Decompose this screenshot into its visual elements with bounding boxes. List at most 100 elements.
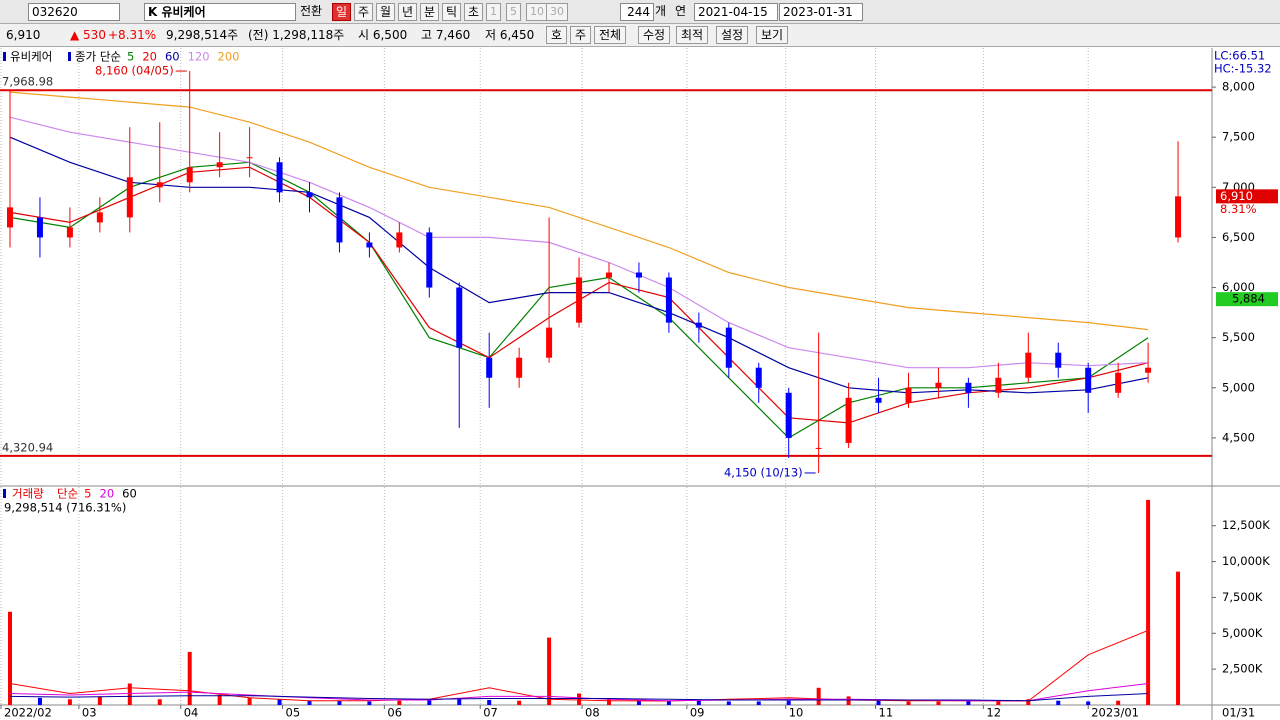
y-tick-label: 8,000 (1222, 80, 1255, 94)
x-tick-label: 2022/02 (4, 706, 52, 720)
candle-body (156, 182, 163, 188)
volume-bar (367, 701, 372, 705)
period-button[interactable]: 분 (420, 3, 440, 21)
y-tick-label: 6,500 (1222, 230, 1255, 244)
minute-button[interactable]: 10 (526, 3, 548, 21)
legend-entry: 120 (188, 50, 210, 64)
volume-bar (427, 699, 432, 705)
volume-bar (37, 697, 42, 705)
link-button[interactable]: 연 (675, 4, 687, 18)
x-tick-label: 09 (690, 706, 705, 720)
x-tick-label: 04 (184, 706, 199, 720)
candle-body (1085, 367, 1092, 393)
volume-bar (936, 701, 941, 705)
toolbar: 032620 K 유비케어 전환 일 주 월 년 분 틱 초 1 5 10 30 244 개 연 2… (0, 0, 1280, 24)
volume-bar (786, 700, 791, 705)
annotation-label: 8,160 (04/05) (95, 64, 174, 78)
candle-body (725, 327, 732, 368)
candle-body (186, 167, 193, 183)
low: 저 6,450 (485, 28, 535, 42)
minute-button[interactable]: 30 (546, 3, 568, 21)
volume-bar (577, 693, 582, 705)
ma-marker-box (1216, 292, 1278, 307)
hc-label: HC:-15.32 (1214, 62, 1272, 76)
x-tick-label: 06 (387, 706, 402, 720)
candle-body (1115, 372, 1122, 393)
volume-bar (517, 700, 522, 705)
volume-bar (996, 701, 1001, 705)
candle-body (216, 162, 223, 168)
volume-bar (217, 694, 222, 705)
minute-button[interactable]: 1 (486, 3, 501, 21)
volume-summary: 9,298,514 (716.31%) (4, 501, 126, 515)
volume-bar (726, 701, 731, 705)
candle-body (635, 272, 642, 278)
volume-bar (277, 699, 282, 705)
volume-bar (1026, 699, 1031, 705)
period-button[interactable]: 일 (332, 3, 352, 21)
ma-line (9, 91, 1149, 331)
candle-body (576, 277, 583, 323)
candle-body (126, 177, 133, 218)
reference-label: 7,968.98 (2, 75, 53, 89)
y-tick-label: 5,000K (1222, 626, 1263, 640)
info-button[interactable]: 설정 (716, 26, 749, 44)
x-tick-label: 07 (483, 706, 498, 720)
date-to[interactable]: 2023-01-31 (779, 3, 863, 21)
volume-bar (1056, 700, 1061, 705)
info-button[interactable]: 호 (546, 26, 568, 44)
date-from[interactable]: 2021-04-15 (694, 3, 778, 21)
info-button[interactable]: 보기 (756, 26, 789, 44)
rate: +8.31% (108, 28, 157, 42)
info-button[interactable]: 최적 (676, 26, 709, 44)
count-input[interactable]: 244 (620, 3, 654, 21)
candle-body (1175, 196, 1182, 238)
candle-body (276, 162, 283, 193)
volume-bar (307, 700, 312, 705)
code-input[interactable]: 032620 (28, 3, 120, 21)
x-tick-label: 10 (789, 706, 804, 720)
volume-bar (1176, 571, 1181, 705)
candle-body (965, 382, 972, 393)
legend-label: 종가 단순 (75, 50, 121, 64)
ma-marker: 5,884 (1232, 292, 1265, 306)
candle-body (246, 157, 253, 159)
period-button[interactable]: 년 (398, 3, 418, 21)
x-tick-label: 2023/01 (1091, 706, 1139, 720)
change: ▲ 530 (70, 28, 106, 42)
ma-line (9, 166, 1149, 424)
candle-body (875, 397, 882, 403)
volume: 9,298,514주 (166, 28, 239, 42)
period-button[interactable]: 초 (464, 3, 484, 21)
legend-entry: 60 (165, 50, 180, 64)
legend-entry: 5 (84, 487, 91, 501)
period-button[interactable]: 틱 (442, 3, 462, 21)
candle-body (755, 367, 762, 388)
info-button[interactable]: 주 (570, 26, 592, 44)
legend-mark (68, 52, 71, 61)
y-tick-label: 10,000K (1222, 554, 1270, 568)
volume-bar (816, 687, 821, 705)
period-button[interactable]: 월 (376, 3, 396, 21)
y-tick-label: 4,500 (1222, 430, 1255, 444)
reference-label: 4,320.94 (2, 440, 53, 454)
volume-bar (157, 699, 162, 705)
info-button[interactable]: 전체 (594, 26, 627, 44)
volume-bar (247, 697, 252, 705)
info-button[interactable]: 수정 (638, 26, 671, 44)
period-button[interactable]: 주 (354, 3, 374, 21)
legend-entry: 5 (127, 50, 134, 64)
name-input[interactable]: K 유비케어 (144, 3, 296, 21)
volume-bar (127, 683, 132, 705)
candle-body (785, 392, 792, 438)
minute-button[interactable]: 5 (506, 3, 521, 21)
volume-bar (457, 699, 462, 705)
candle-body (366, 242, 373, 248)
candle-body (1055, 352, 1062, 368)
volume-bar (547, 637, 552, 705)
switch-button[interactable]: 전환 (300, 4, 323, 18)
candle-body (935, 382, 942, 388)
prev-volume: (전) 1,298,118주 (248, 28, 345, 42)
volume-bar (966, 700, 971, 705)
